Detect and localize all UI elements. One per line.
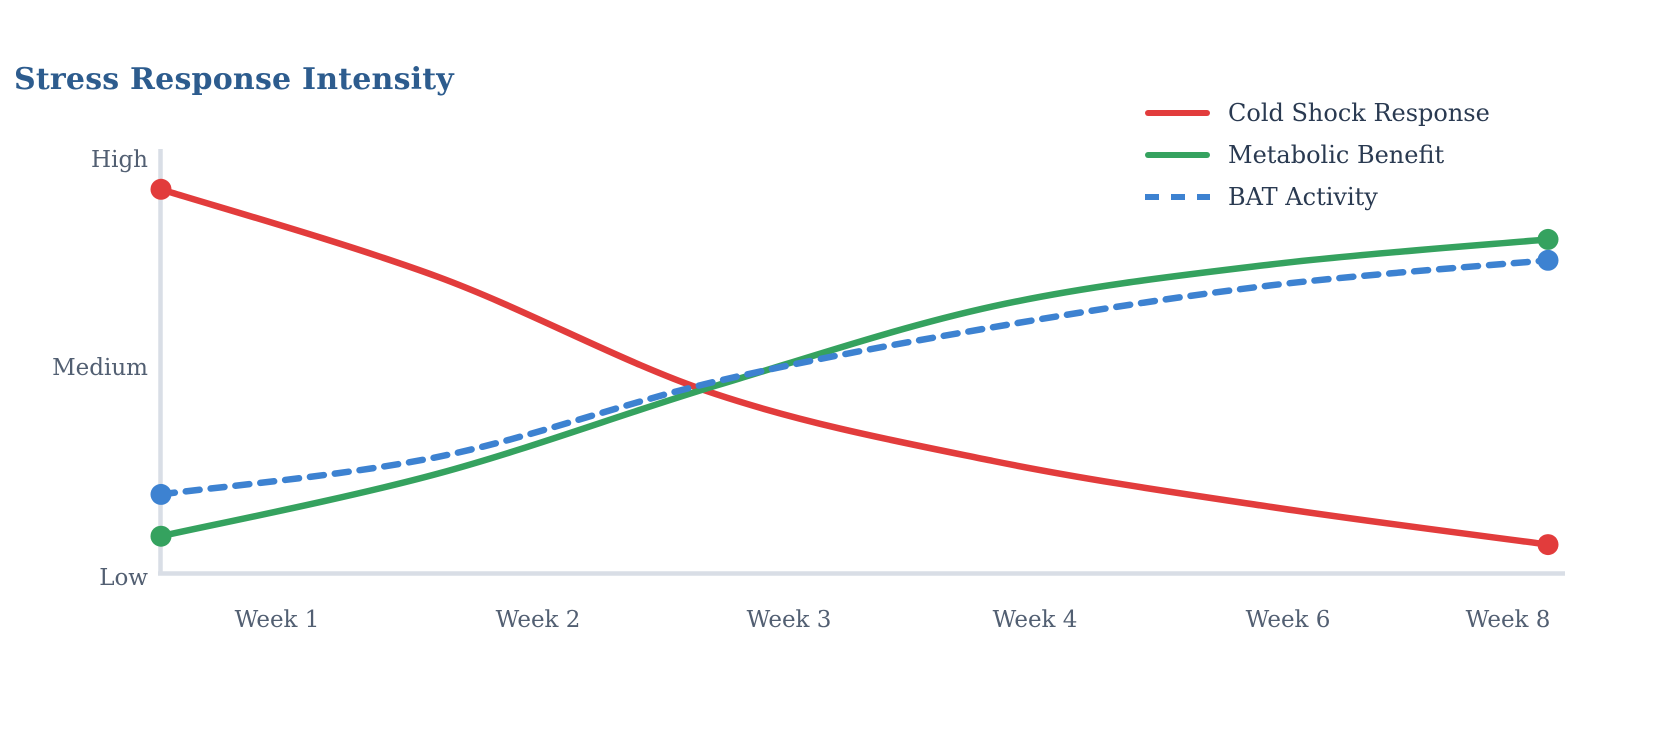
series-endpoint-dot-cold-shock-response [1537, 534, 1559, 556]
chart-title: Stress Response Intensity [14, 62, 454, 97]
series-endpoint-dot-metabolic-benefit [150, 525, 172, 547]
series-endpoint-dot-bat-activity [1537, 249, 1559, 271]
x-tick-week-6: Week 6 [1245, 607, 1331, 633]
series-line-metabolic-benefit [157, 236, 1552, 540]
legend: Cold Shock Response Metabolic Benefit BA… [1145, 92, 1490, 218]
legend-swatch-cold-shock-response [1145, 110, 1210, 116]
legend-label: Metabolic Benefit [1228, 141, 1445, 169]
legend-swatch-bat-activity [1145, 194, 1210, 200]
series-endpoint-dot-cold-shock-response [150, 178, 172, 200]
y-tick-medium: Medium [52, 355, 148, 381]
x-tick-week-3: Week 3 [746, 607, 832, 633]
series-endpoint-dot-metabolic-benefit [1537, 228, 1559, 250]
y-tick-high: High [91, 147, 148, 173]
series-endpoint-dot-bat-activity [150, 483, 172, 505]
legend-label: BAT Activity [1228, 183, 1378, 211]
x-tick-week-4: Week 4 [992, 607, 1078, 633]
legend-swatch-metabolic-benefit [1145, 152, 1210, 158]
series-line-cold-shock-response [157, 186, 1552, 548]
x-tick-week-1: Week 1 [234, 607, 320, 633]
x-tick-week-2: Week 2 [495, 607, 581, 633]
series-layer [150, 178, 1559, 556]
legend-label: Cold Shock Response [1228, 99, 1490, 127]
series-line-bat-activity [157, 257, 1552, 498]
legend-item-cold-shock-response: Cold Shock Response [1145, 92, 1490, 134]
x-tick-week-8: Week 8 [1465, 607, 1551, 633]
y-tick-low: Low [99, 565, 148, 591]
legend-item-metabolic-benefit: Metabolic Benefit [1145, 134, 1490, 176]
legend-item-bat-activity: BAT Activity [1145, 176, 1490, 218]
